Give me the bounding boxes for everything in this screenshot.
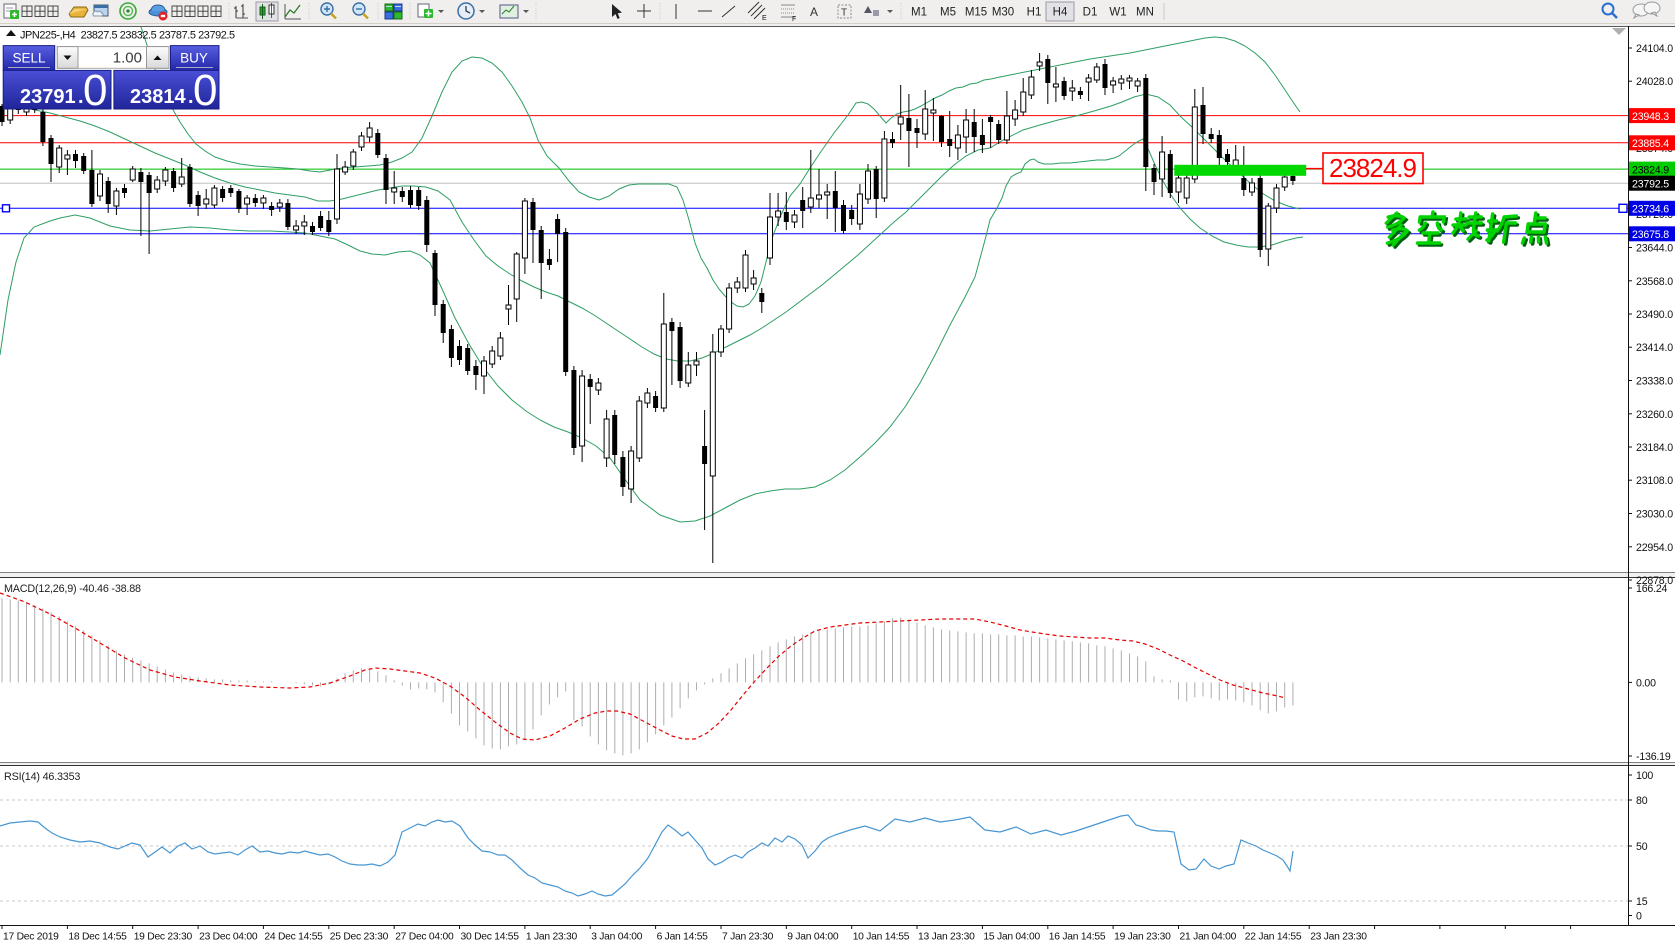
svg-text:10 Jan 14:55: 10 Jan 14:55 bbox=[853, 932, 910, 943]
svg-text:25 Dec 23:30: 25 Dec 23:30 bbox=[330, 932, 389, 943]
svg-text:22878.0: 22878.0 bbox=[1636, 575, 1673, 587]
svg-text:H1: H1 bbox=[1027, 7, 1042, 19]
svg-text:30 Dec 14:55: 30 Dec 14:55 bbox=[461, 932, 520, 943]
svg-text:24 Dec 14:55: 24 Dec 14:55 bbox=[264, 932, 323, 943]
svg-text:166.24: 166.24 bbox=[1636, 583, 1668, 595]
svg-text:MN: MN bbox=[1136, 7, 1154, 19]
svg-text:0: 0 bbox=[83, 66, 107, 115]
svg-text:23030.0: 23030.0 bbox=[1636, 509, 1673, 521]
svg-text:15 Jan 04:00: 15 Jan 04:00 bbox=[983, 932, 1040, 943]
svg-text:M1: M1 bbox=[911, 7, 927, 19]
svg-text:A: A bbox=[810, 5, 818, 19]
svg-text:23824.9: 23824.9 bbox=[1329, 153, 1417, 183]
svg-text:-136.19: -136.19 bbox=[1636, 751, 1671, 763]
svg-text:23568.0: 23568.0 bbox=[1636, 276, 1673, 288]
svg-text:0.00: 0.00 bbox=[1636, 677, 1656, 689]
svg-text:M5: M5 bbox=[940, 7, 956, 19]
svg-text:SELL: SELL bbox=[12, 51, 46, 66]
svg-text:23260.0: 23260.0 bbox=[1636, 409, 1673, 421]
svg-text:H4: H4 bbox=[1053, 7, 1068, 19]
svg-text:23 Dec 04:00: 23 Dec 04:00 bbox=[199, 932, 258, 943]
svg-text:.: . bbox=[78, 86, 84, 108]
svg-text:19 Dec 23:30: 19 Dec 23:30 bbox=[134, 932, 193, 943]
svg-text:24104.0: 24104.0 bbox=[1636, 43, 1673, 55]
svg-text:21 Jan 04:00: 21 Jan 04:00 bbox=[1180, 932, 1237, 943]
svg-text:13 Jan 23:30: 13 Jan 23:30 bbox=[918, 932, 975, 943]
svg-text:23414.0: 23414.0 bbox=[1636, 342, 1673, 354]
svg-text:3 Jan 04:00: 3 Jan 04:00 bbox=[591, 932, 643, 943]
svg-text:17 Dec 2019: 17 Dec 2019 bbox=[3, 932, 59, 943]
svg-text:F: F bbox=[792, 16, 796, 23]
svg-text:50: 50 bbox=[1636, 841, 1648, 853]
svg-text:23644.0: 23644.0 bbox=[1636, 243, 1673, 255]
svg-text:16 Jan 14:55: 16 Jan 14:55 bbox=[1049, 932, 1106, 943]
svg-text:E: E bbox=[762, 15, 767, 22]
svg-text:23791: 23791 bbox=[20, 86, 76, 108]
svg-text:23490.0: 23490.0 bbox=[1636, 309, 1673, 321]
svg-text:RSI(14) 46.3353: RSI(14) 46.3353 bbox=[4, 771, 80, 783]
svg-text:23338.0: 23338.0 bbox=[1636, 376, 1673, 388]
svg-text:18 Dec 14:55: 18 Dec 14:55 bbox=[68, 932, 127, 943]
svg-text:BUY: BUY bbox=[180, 51, 208, 66]
svg-text:19 Jan 23:30: 19 Jan 23:30 bbox=[1114, 932, 1171, 943]
svg-text:0: 0 bbox=[1636, 911, 1642, 923]
svg-text:23734.6: 23734.6 bbox=[1632, 204, 1669, 216]
svg-text:24028.0: 24028.0 bbox=[1636, 76, 1673, 88]
svg-text:23675.8: 23675.8 bbox=[1632, 229, 1669, 241]
svg-text:23184.0: 23184.0 bbox=[1636, 442, 1673, 454]
svg-text:27 Dec 04:00: 27 Dec 04:00 bbox=[395, 932, 454, 943]
svg-text:M30: M30 bbox=[992, 7, 1014, 19]
svg-text:.: . bbox=[188, 86, 194, 108]
svg-text:7 Jan 23:30: 7 Jan 23:30 bbox=[722, 932, 774, 943]
svg-text:23792.5: 23792.5 bbox=[1632, 178, 1669, 190]
svg-text:MACD(12,26,9) -40.46 -38.88: MACD(12,26,9) -40.46 -38.88 bbox=[4, 583, 141, 595]
svg-text:1.00: 1.00 bbox=[113, 50, 142, 67]
svg-text:23108.0: 23108.0 bbox=[1636, 475, 1673, 487]
svg-text:23885.4: 23885.4 bbox=[1632, 138, 1669, 150]
svg-text:JPN225-,H4 23827.5 23832.5 23: JPN225-,H4 23827.5 23832.5 23787.5 23792… bbox=[20, 30, 235, 42]
svg-text:D1: D1 bbox=[1083, 7, 1098, 19]
svg-text:0: 0 bbox=[193, 66, 217, 115]
svg-text:23 Jan 23:30: 23 Jan 23:30 bbox=[1310, 932, 1367, 943]
svg-text:22954.0: 22954.0 bbox=[1636, 542, 1673, 554]
svg-text:9 Jan 04:00: 9 Jan 04:00 bbox=[787, 932, 839, 943]
svg-text:15: 15 bbox=[1636, 896, 1648, 908]
svg-text:6 Jan 14:55: 6 Jan 14:55 bbox=[657, 932, 709, 943]
svg-text:22 Jan 14:55: 22 Jan 14:55 bbox=[1245, 932, 1302, 943]
svg-text:M15: M15 bbox=[965, 7, 987, 19]
svg-text:T: T bbox=[841, 8, 847, 19]
svg-text:100: 100 bbox=[1636, 770, 1653, 782]
svg-text:23824.9: 23824.9 bbox=[1632, 164, 1669, 176]
svg-text:80: 80 bbox=[1636, 795, 1648, 807]
svg-text:23948.3: 23948.3 bbox=[1632, 111, 1669, 123]
svg-text:23814: 23814 bbox=[130, 86, 186, 108]
svg-text:W1: W1 bbox=[1109, 7, 1126, 19]
svg-text:1 Jan 23:30: 1 Jan 23:30 bbox=[526, 932, 578, 943]
